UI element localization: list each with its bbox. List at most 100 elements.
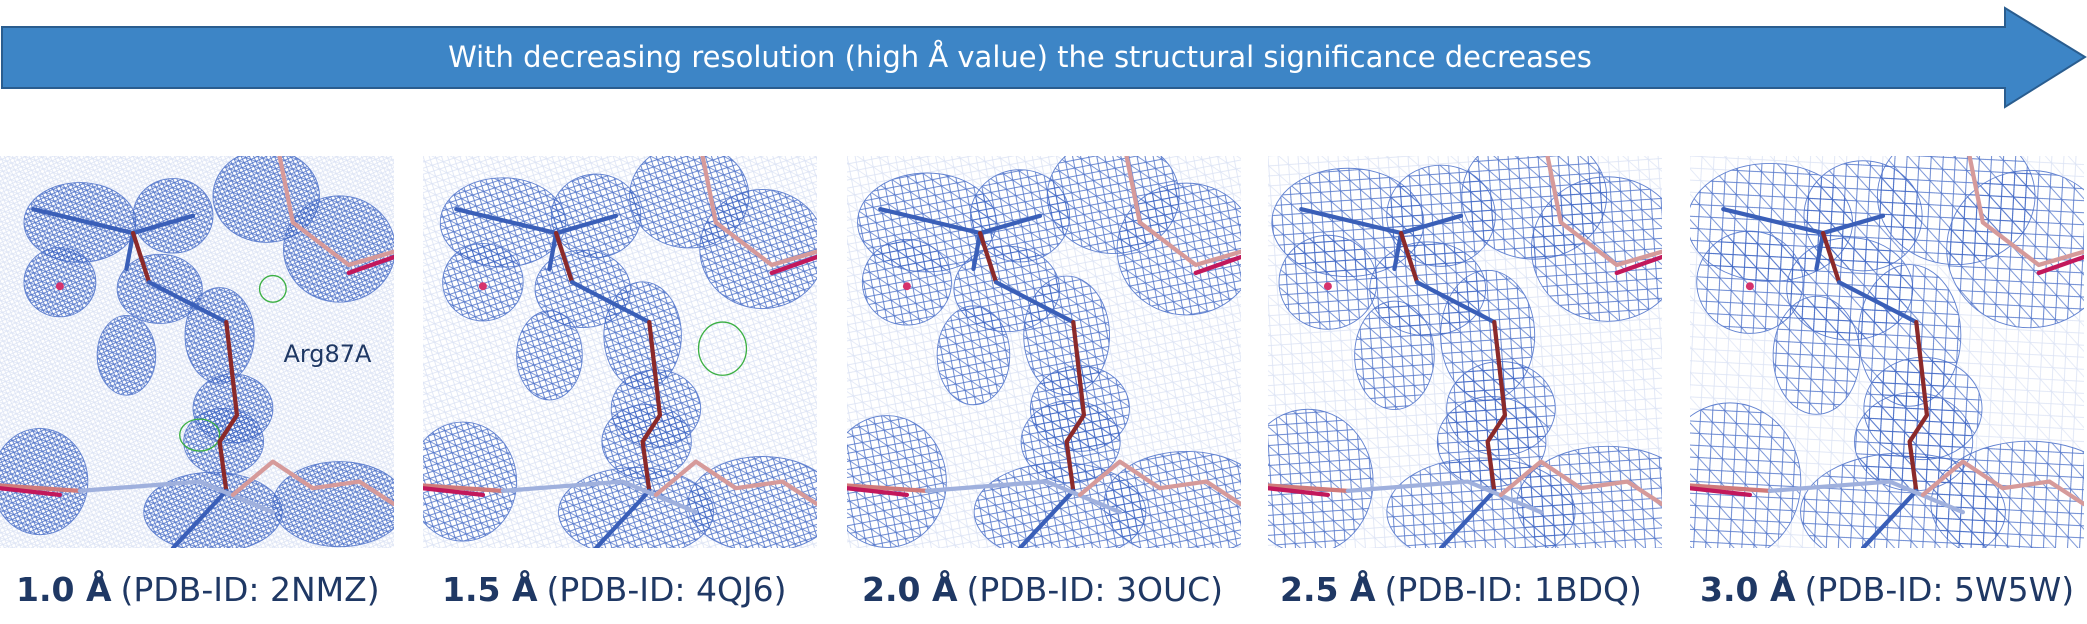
model-stick	[423, 483, 505, 493]
model-stick	[1398, 230, 1420, 285]
resolution: 1.0 Å	[16, 570, 112, 609]
panel-caption: 2.5 Å (PDB-ID: 1BDQ)	[1280, 570, 1642, 609]
density-blob	[1268, 408, 1374, 548]
model-stick	[31, 207, 136, 236]
model-stick	[847, 486, 910, 497]
model-stick	[1920, 459, 2084, 507]
model-stick	[547, 230, 559, 272]
model-stick	[993, 280, 1076, 325]
model-stick	[1690, 486, 1753, 497]
pdb-id: (PDB-ID: 5W5W)	[1804, 570, 2075, 609]
model-stick	[1268, 486, 1331, 497]
model-stick	[124, 230, 136, 272]
model-stick	[924, 479, 1123, 515]
model-stick	[0, 486, 63, 497]
density-blob	[936, 305, 1011, 406]
model-stick	[1836, 280, 1919, 325]
model-stick	[1907, 319, 1930, 493]
positive-density	[179, 418, 221, 452]
density-blob	[861, 238, 952, 326]
model-stick	[1820, 213, 1886, 236]
model-stick	[2036, 254, 2084, 276]
model-stick	[640, 319, 663, 493]
density-blob	[550, 173, 642, 258]
water	[478, 282, 487, 291]
water	[1323, 282, 1332, 291]
arrow-text: With decreasing resolution (high Å value…	[448, 40, 1592, 74]
density-map	[847, 156, 1241, 548]
model-stick	[1392, 230, 1404, 272]
model-stick	[1299, 207, 1404, 236]
density-blob	[1690, 402, 1802, 548]
density-blob	[283, 195, 394, 303]
pdb-id: (PDB-ID: 1BDQ)	[1384, 570, 1642, 609]
water	[1745, 282, 1754, 291]
density-map: Arg87A	[0, 156, 394, 548]
model-stick	[1545, 156, 1662, 268]
model-stick	[423, 486, 486, 497]
model-stick	[569, 280, 652, 325]
density-blob	[184, 287, 255, 384]
model-stick	[454, 207, 559, 236]
pdb-id: (PDB-ID: 2NMZ)	[120, 570, 380, 609]
model-stick	[1767, 479, 1966, 515]
model-stick	[847, 483, 929, 493]
model-stick	[1268, 483, 1350, 493]
density-blob	[1354, 300, 1435, 411]
model-stick	[1485, 319, 1508, 493]
density-blob	[442, 243, 524, 322]
resolution: 3.0 Å	[1700, 570, 1796, 609]
model-stick	[971, 230, 983, 272]
model-stick	[1438, 488, 1497, 548]
density-blob	[132, 178, 214, 254]
model-stick	[1017, 488, 1076, 548]
model-stick	[1690, 483, 1772, 493]
model-stick	[1820, 230, 1842, 285]
pdb-id: (PDB-ID: 3OUC)	[966, 570, 1224, 609]
model-stick	[0, 483, 82, 493]
model-stick	[1967, 156, 2084, 268]
density-blob	[96, 314, 157, 396]
resolution: 2.5 Å	[1280, 570, 1376, 609]
model-stick	[1398, 213, 1464, 236]
resolution: 2.0 Å	[862, 570, 958, 609]
density-blob	[1116, 182, 1241, 316]
arrow-shape	[1, 6, 2087, 109]
panel-caption: 1.0 Å (PDB-ID: 2NMZ)	[16, 570, 380, 609]
model-stick	[1124, 156, 1241, 268]
positive-density	[697, 321, 748, 376]
model-stick	[593, 488, 652, 548]
resolution: 1.5 Å	[442, 570, 538, 609]
model-stick	[77, 479, 276, 515]
model-stick	[1077, 459, 1241, 507]
model-stick	[130, 213, 196, 236]
model-stick	[217, 319, 240, 493]
model-stick	[1064, 319, 1087, 493]
density-blob	[699, 189, 817, 309]
model-stick	[878, 207, 983, 236]
model-stick	[1414, 280, 1497, 325]
density-blob	[847, 415, 947, 548]
density-map	[1268, 156, 1662, 548]
water	[902, 282, 911, 291]
model-stick	[553, 213, 619, 236]
model-stick	[977, 213, 1043, 236]
model-stick	[1860, 488, 1919, 548]
density-blob	[1278, 234, 1378, 330]
residue-label: Arg87A	[284, 340, 372, 368]
model-stick	[1498, 459, 1662, 507]
model-stick	[170, 488, 229, 548]
density-blob	[516, 310, 583, 401]
model-stick	[230, 459, 394, 507]
model-stick	[1345, 479, 1544, 515]
pdb-id: (PDB-ID: 4QJ6)	[546, 570, 787, 609]
model-stick	[769, 254, 817, 276]
model-stick	[1721, 207, 1826, 236]
resolution-arrow: With decreasing resolution (high Å value…	[1, 6, 2087, 109]
density-map	[1690, 156, 2084, 548]
model-stick	[1814, 230, 1826, 272]
model-stick	[346, 254, 394, 276]
model-stick	[553, 230, 575, 285]
model-stick	[977, 230, 999, 285]
